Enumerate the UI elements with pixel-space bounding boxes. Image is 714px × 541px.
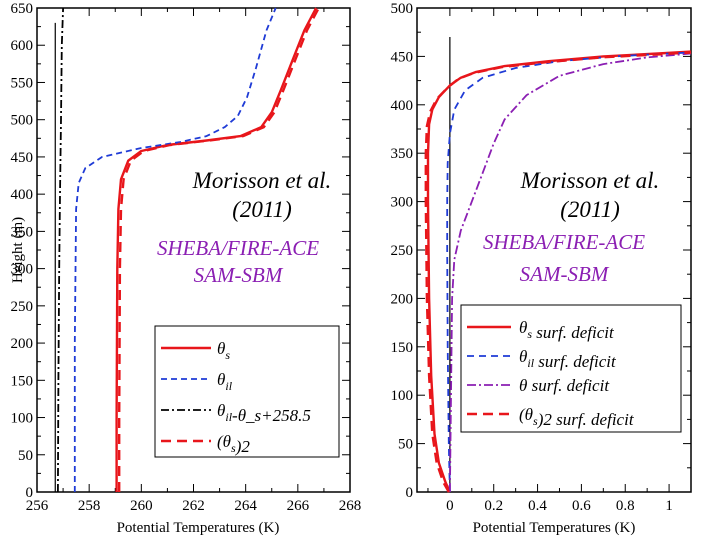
left-annotation-year: (2011) [232, 197, 292, 222]
right-annotation-author: Morisson et al. [520, 168, 660, 193]
left-series-line-2 [57, 7, 64, 493]
left-x-axis-label: Potential Temperatures (K) [117, 520, 280, 536]
left-legend-label-1: θil [217, 370, 233, 393]
left-x-tick-label: 260 [130, 498, 153, 514]
right-x-tick-label: 1 [665, 498, 673, 514]
left-legend: θs θil θil-θ_s+258.5 (θs)2 [154, 325, 340, 458]
right-legend: θs surf. deficit θil surf. deficit θ surf.… [460, 304, 682, 433]
left-y-tick-label: 450 [11, 150, 34, 166]
right-y-tick-label: 0 [406, 485, 414, 501]
right-y-tick-label: 50 [398, 437, 413, 453]
left-annotation-model: SAM-SBM [194, 263, 284, 287]
left-y-tick-label: 200 [11, 336, 34, 352]
right-annotation-year: (2011) [560, 197, 620, 222]
left-series-line-3 [117, 7, 320, 492]
left-y-tick-label: 50 [18, 448, 33, 464]
right-legend-label-0: θs surf. deficit [519, 318, 615, 342]
left-x-tick-label: 264 [234, 498, 257, 514]
left-y-tick-label: 400 [11, 187, 34, 203]
left-annotation-author: Morisson et al. [192, 168, 332, 193]
right-x-tick-label: 0 [446, 498, 454, 514]
right-y-tick-label: 300 [391, 195, 414, 211]
right-y-tick-label: 250 [391, 243, 414, 259]
left-y-tick-label: 100 [11, 411, 34, 427]
left-x-tick-label: 268 [339, 498, 362, 514]
right-y-tick-label: 100 [391, 388, 414, 404]
right-panel: 0 0.2 0.4 0.6 0.8 1 0 50 100 150 200 250 300 350 400 45… [391, 1, 692, 536]
right-legend-label-2: θ surf. deficit [519, 376, 610, 395]
right-series-line-3 [424, 51, 692, 493]
right-tick-labels: 0 0.2 0.4 0.6 0.8 1 0 50 100 150 200 250 300 350 400 45… [391, 1, 673, 514]
left-panel: 256 258 260 262 264 266 268 0 50 100 150 200 250 300 3… [10, 1, 361, 536]
left-y-tick-label: 550 [11, 75, 34, 91]
right-annotation-case: SHEBA/FIRE-ACE [483, 230, 645, 254]
right-x-tick-label: 0.2 [484, 498, 503, 514]
right-y-tick-label: 400 [391, 98, 414, 114]
left-x-tick-label: 258 [78, 498, 101, 514]
right-legend-label-3: (θs)2 surf. deficit [519, 405, 635, 429]
left-legend-label-3: (θs)2 [217, 432, 250, 456]
right-x-tick-label: 0.8 [616, 498, 635, 514]
right-legend-label-1: θil surf. deficit [519, 347, 617, 371]
right-tick-marks [417, 7, 691, 493]
left-x-tick-label: 266 [287, 498, 310, 514]
left-x-tick-label: 256 [26, 498, 49, 514]
right-series-line-2 [449, 52, 692, 493]
left-tick-labels: 256 258 260 262 264 266 268 0 50 100 150 200 250 300 3… [11, 1, 362, 514]
right-x-tick-label: 0.6 [572, 498, 591, 514]
left-legend-label-0: θs [217, 339, 230, 362]
left-annotation-case: SHEBA/FIRE-ACE [157, 236, 319, 260]
right-y-tick-label: 500 [391, 1, 414, 17]
right-annotation-model: SAM-SBM [520, 262, 610, 286]
left-x-tick-label: 262 [182, 498, 205, 514]
right-y-tick-label: 200 [391, 291, 414, 307]
right-x-tick-label: 0.4 [528, 498, 547, 514]
left-y-tick-label: 600 [11, 38, 34, 54]
left-y-tick-label: 150 [11, 373, 34, 389]
left-y-tick-label: 0 [26, 485, 34, 501]
left-legend-label-2: θil-θ_s+258.5 [217, 401, 311, 425]
left-y-tick-label: 500 [11, 113, 34, 129]
right-y-tick-label: 450 [391, 49, 414, 65]
right-series-lines [424, 37, 692, 493]
right-y-tick-label: 350 [391, 146, 414, 162]
left-y-axis-label: Height (m) [10, 217, 26, 283]
left-y-tick-label: 300 [11, 262, 34, 278]
left-y-tick-label: 250 [11, 299, 34, 315]
right-x-axis-label: Potential Temperatures (K) [473, 520, 636, 536]
left-series-lines [54, 7, 320, 493]
right-y-tick-label: 150 [391, 340, 414, 356]
left-series-line-1 [73, 7, 277, 492]
left-y-tick-label: 650 [11, 1, 34, 17]
left-y-tick-label: 350 [11, 224, 34, 240]
